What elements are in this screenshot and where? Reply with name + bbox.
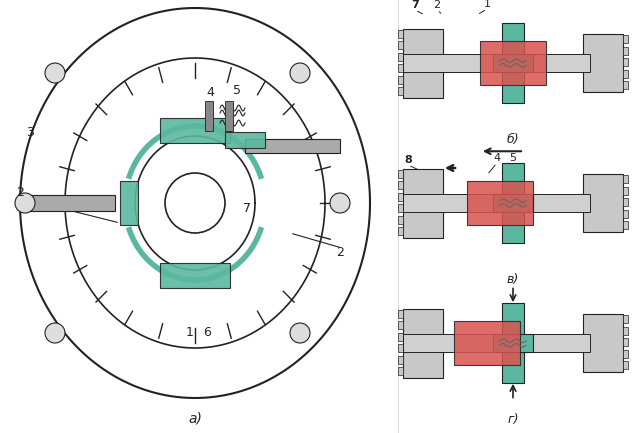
Bar (398, 367, 403, 375)
Text: 1: 1 (483, 0, 490, 9)
Text: в): в) (507, 272, 519, 285)
Bar (403, 334, 590, 352)
Text: 4: 4 (494, 153, 501, 163)
Text: 7: 7 (411, 0, 419, 10)
Bar (623, 339, 628, 346)
Circle shape (15, 193, 35, 213)
Bar (502, 303, 524, 383)
Text: 2: 2 (336, 246, 344, 259)
Bar (583, 174, 623, 232)
Text: 4: 4 (206, 87, 214, 100)
Bar (398, 64, 403, 72)
Text: 6: 6 (203, 326, 211, 339)
Bar (623, 70, 628, 78)
Bar (480, 41, 546, 85)
Bar (623, 221, 628, 229)
Bar (623, 58, 628, 66)
Bar (403, 29, 443, 97)
Bar (398, 321, 403, 329)
Bar (205, 101, 213, 131)
Text: 5: 5 (509, 153, 516, 163)
Circle shape (290, 323, 310, 343)
Text: 7: 7 (243, 201, 251, 214)
Bar (623, 36, 628, 43)
Bar (493, 194, 533, 212)
Bar (403, 6, 623, 120)
Bar (583, 34, 623, 92)
Bar (398, 29, 403, 38)
Bar (160, 118, 230, 143)
Bar (623, 175, 628, 184)
Bar (502, 23, 524, 103)
Bar (398, 193, 403, 201)
Bar (398, 216, 403, 224)
Bar (623, 327, 628, 335)
Text: 5: 5 (233, 84, 241, 97)
Bar (398, 53, 403, 61)
Bar (623, 315, 628, 323)
Text: а): а) (188, 411, 202, 425)
Circle shape (330, 193, 350, 213)
Bar (398, 227, 403, 235)
Bar (623, 47, 628, 55)
Text: 2: 2 (16, 187, 24, 200)
Circle shape (45, 63, 65, 83)
Bar (493, 55, 533, 71)
Bar (398, 41, 403, 49)
Bar (225, 101, 233, 131)
Bar (160, 263, 230, 288)
Bar (398, 310, 403, 318)
Bar (398, 204, 403, 212)
Bar (403, 285, 623, 401)
Bar (623, 81, 628, 90)
Bar (502, 163, 524, 243)
Bar (623, 350, 628, 358)
Bar (623, 210, 628, 218)
Bar (467, 181, 533, 225)
Bar (398, 333, 403, 341)
Text: 2: 2 (434, 0, 441, 10)
Circle shape (45, 323, 65, 343)
Bar (623, 362, 628, 369)
Text: 3: 3 (26, 126, 34, 139)
Bar (120, 181, 138, 225)
Bar (245, 139, 340, 153)
Bar (398, 181, 403, 189)
Bar (398, 76, 403, 84)
Bar (403, 194, 590, 212)
Bar (623, 198, 628, 207)
Text: г): г) (508, 413, 519, 426)
Bar (453, 321, 520, 365)
Bar (403, 145, 623, 261)
Bar (398, 87, 403, 95)
Bar (583, 314, 623, 372)
Text: 8: 8 (404, 155, 412, 165)
Bar (25, 195, 115, 211)
Bar (398, 170, 403, 178)
Bar (398, 355, 403, 364)
Bar (403, 168, 443, 237)
Bar (225, 132, 265, 148)
Bar (403, 308, 443, 378)
Bar (398, 344, 403, 352)
Bar (623, 187, 628, 195)
Text: б): б) (507, 132, 520, 145)
Bar (403, 55, 590, 71)
Bar (493, 334, 533, 352)
Text: 1: 1 (186, 326, 194, 339)
Circle shape (290, 63, 310, 83)
